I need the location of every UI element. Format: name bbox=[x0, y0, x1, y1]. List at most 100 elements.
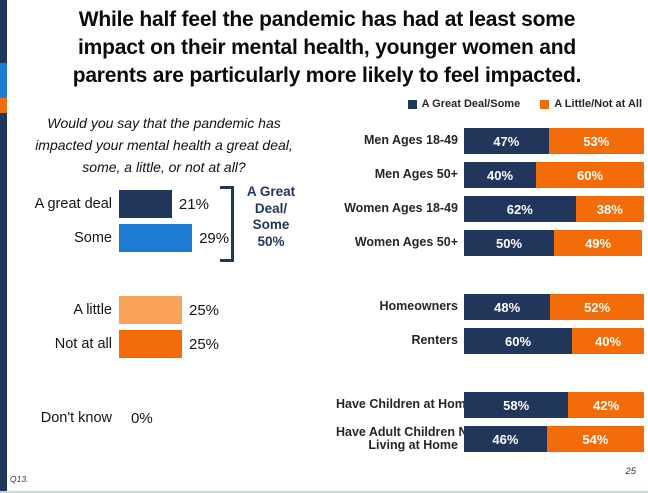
category-label: Homeowners bbox=[379, 299, 459, 314]
legend-swatch-navy-icon bbox=[407, 99, 417, 109]
bar-row-have-children-at-home: Have Children at Home 58% 42% bbox=[336, 392, 644, 418]
stacked-bar: 40% 60% bbox=[464, 162, 644, 188]
bar-row-some: Some 29% bbox=[10, 224, 229, 252]
category-label: Don't know bbox=[40, 410, 112, 426]
category-label: Have Adult Children Not Living at Home bbox=[336, 424, 480, 453]
annotation-line: Some bbox=[252, 217, 290, 232]
legend-item-great-some: A Great Deal/Some bbox=[407, 98, 521, 110]
segment-great-some: 60% bbox=[464, 328, 572, 354]
category-label-line-2: Living at Home bbox=[368, 438, 458, 452]
bar-a-great-deal bbox=[119, 190, 172, 218]
segment-great-some: 58% bbox=[464, 392, 569, 418]
bar-row-dont-know: Don't know 0% bbox=[10, 404, 153, 432]
segment-great-some: 50% bbox=[464, 230, 554, 256]
segment-value-label: 48% bbox=[494, 299, 521, 315]
category-label: A great deal bbox=[34, 196, 112, 212]
bar-row-renters: Renters 60% 40% bbox=[336, 328, 644, 354]
right-chart: A Great Deal/Some A Little/Not at All Me… bbox=[336, 96, 648, 493]
segment-little-not: 53% bbox=[548, 128, 644, 154]
category-label: Women Ages 18-49 bbox=[344, 201, 458, 216]
page-number: 25 bbox=[625, 466, 636, 477]
category-label: Have Children at Home bbox=[336, 397, 473, 412]
segment-value-label: 47% bbox=[493, 133, 520, 149]
category-label: Men Ages 18-49 bbox=[363, 133, 458, 148]
segment-value-label: 40% bbox=[486, 167, 514, 183]
bar-row-men-18-49: Men Ages 18-49 47% 53% bbox=[336, 128, 644, 154]
slide-title: While half feel the pandemic has had at … bbox=[28, 6, 626, 90]
footnote: Q13. bbox=[10, 474, 29, 484]
segment-value-label: 40% bbox=[594, 333, 622, 349]
bar-row-women-50-plus: Women Ages 50+ 50% 49% bbox=[336, 230, 644, 256]
stacked-bar: 50% 49% bbox=[464, 230, 644, 256]
segment-little-not: 40% bbox=[572, 328, 644, 354]
bar-some bbox=[119, 224, 193, 252]
bar-value-label: 25% bbox=[189, 301, 220, 319]
stripe-segment-navy-top bbox=[0, 0, 7, 63]
question-text: Would you say that the pandemic has impa… bbox=[35, 115, 293, 175]
bottom-border bbox=[0, 491, 648, 493]
segment-value-label: 38% bbox=[596, 201, 623, 217]
slide-title-line-2: impact on their mental health, younger w… bbox=[78, 36, 576, 59]
category-label-line-1: Have Adult Children Not bbox=[336, 424, 480, 439]
edge-stripe bbox=[0, 0, 7, 493]
category-label: Renters bbox=[411, 333, 458, 348]
segment-little-not: 52% bbox=[550, 294, 644, 320]
stripe-segment-blue bbox=[0, 63, 7, 98]
bar-row-have-adult-children: Have Adult Children Not Living at Home 4… bbox=[336, 424, 644, 453]
segment-value-label: 49% bbox=[585, 235, 612, 251]
segment-little-not: 54% bbox=[546, 426, 644, 452]
legend-label: A Great Deal/Some bbox=[421, 98, 521, 110]
stacked-bar: 60% 40% bbox=[464, 328, 644, 354]
bar-row-men-50-plus: Men Ages 50+ 40% 60% bbox=[336, 162, 644, 188]
slide-title-line-3: parents are particularly more likely to … bbox=[72, 64, 582, 87]
bar-row-a-great-deal: A great deal 21% bbox=[10, 190, 209, 218]
slide-title-line-1: While half feel the pandemic has had at … bbox=[78, 8, 576, 31]
bar-not-at-all bbox=[119, 330, 182, 358]
segment-little-not: 38% bbox=[575, 196, 644, 222]
legend: A Great Deal/Some A Little/Not at All bbox=[407, 98, 642, 110]
segment-little-not: 42% bbox=[568, 392, 644, 418]
bar-value-label: 29% bbox=[199, 229, 230, 247]
annotation-line: Deal/ bbox=[254, 200, 288, 216]
segment-value-label: 54% bbox=[582, 431, 609, 447]
category-label: Men Ages 50+ bbox=[374, 167, 458, 182]
segment-little-not: 49% bbox=[554, 230, 643, 256]
segment-value-label: 46% bbox=[492, 431, 519, 447]
segment-value-label: 60% bbox=[504, 333, 532, 349]
stacked-bar: 58% 42% bbox=[464, 392, 644, 418]
great-deal-some-bracket bbox=[220, 186, 234, 262]
left-chart: Would you say that the pandemic has impa… bbox=[10, 108, 334, 493]
segment-value-label: 62% bbox=[506, 201, 533, 217]
category-label: Not at all bbox=[54, 336, 112, 352]
great-deal-some-annotation: A Great Deal/ Some 50% bbox=[238, 184, 304, 250]
stripe-segment-orange bbox=[0, 98, 7, 113]
annotation-line: A Great bbox=[246, 184, 296, 199]
segment-value-label: 53% bbox=[583, 133, 610, 149]
bar-value-label: 0% bbox=[131, 409, 153, 427]
segment-value-label: 50% bbox=[495, 235, 523, 251]
bar-a-little bbox=[119, 296, 182, 324]
stacked-bar: 62% 38% bbox=[464, 196, 644, 222]
segment-value-label: 60% bbox=[576, 167, 604, 183]
segment-great-some: 48% bbox=[464, 294, 551, 320]
bar-value-label: 21% bbox=[178, 195, 209, 213]
bar-row-not-at-all: Not at all 25% bbox=[10, 330, 219, 358]
legend-item-little-not: A Little/Not at All bbox=[540, 98, 642, 110]
category-label: A little bbox=[73, 302, 112, 318]
category-label: Some bbox=[74, 230, 112, 246]
annotation-line: 50% bbox=[257, 233, 285, 249]
stacked-bar: 48% 52% bbox=[464, 294, 644, 320]
segment-value-label: 58% bbox=[503, 397, 530, 413]
bar-row-a-little: A little 25% bbox=[10, 296, 219, 324]
segment-great-some: 47% bbox=[464, 128, 549, 154]
legend-swatch-orange-icon bbox=[540, 99, 550, 109]
segment-great-some: 46% bbox=[464, 426, 547, 452]
stripe-segment-navy-bottom bbox=[0, 113, 7, 493]
stacked-bar: 47% 53% bbox=[464, 128, 644, 154]
segment-value-label: 52% bbox=[584, 299, 611, 315]
category-label: Women Ages 50+ bbox=[354, 235, 458, 250]
stacked-bar: 46% 54% bbox=[464, 426, 644, 452]
segment-great-some: 40% bbox=[464, 162, 536, 188]
legend-label: A Little/Not at All bbox=[554, 98, 642, 110]
